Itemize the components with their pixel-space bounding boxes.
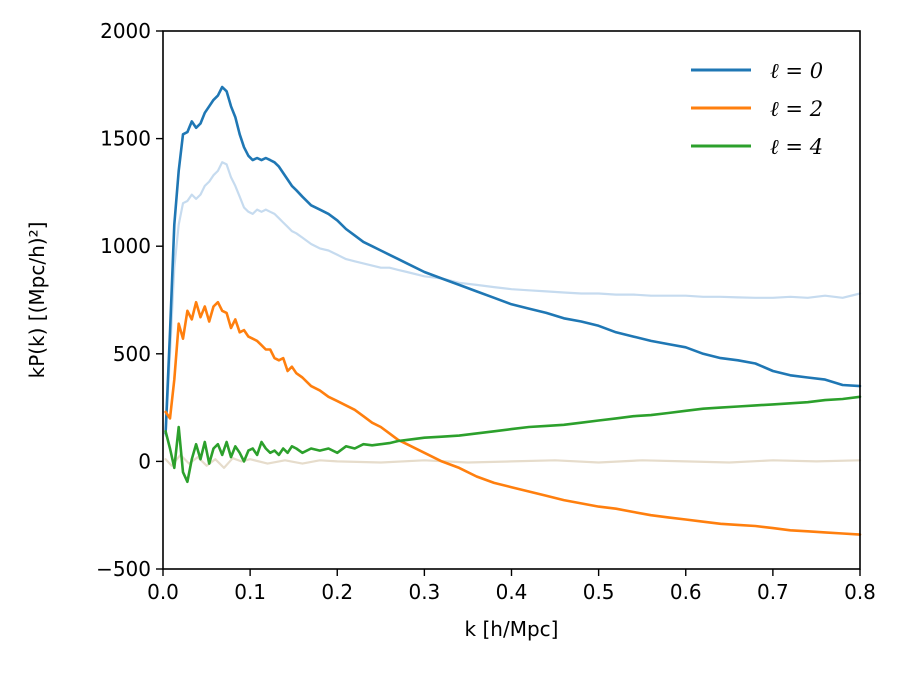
series-line-1: [164, 300, 862, 536]
x-tick-label: 0.1: [234, 580, 266, 604]
x-axis-label: k [h/Mpc]: [465, 617, 559, 641]
y-tick-label: 0: [138, 449, 151, 473]
legend-label: ℓ = 2: [770, 97, 823, 121]
legend: ℓ = 0 ℓ = 2 ℓ = 4: [691, 59, 823, 159]
y-axis-ticks: −500 0 500 1000 1500 2000: [96, 19, 163, 581]
x-axis-ticks: 0.0 0.1 0.2 0.3 0.4 0.5 0.6 0.7 0.8: [147, 569, 876, 604]
x-tick-label: 0.2: [321, 580, 353, 604]
legend-label: ℓ = 0: [770, 59, 823, 83]
series-line-0: [164, 85, 862, 435]
series-layer: [164, 85, 862, 536]
series-line-4: [164, 453, 862, 469]
x-tick-label: 0.7: [757, 580, 789, 604]
x-tick-label: 0.0: [147, 580, 179, 604]
x-tick-label: 0.6: [670, 580, 702, 604]
y-tick-label: 1000: [100, 234, 151, 258]
y-tick-label: −500: [96, 557, 151, 581]
x-tick-label: 0.3: [408, 580, 440, 604]
y-axis-label: kP(k) [(Mpc/h)²]: [25, 222, 49, 379]
y-tick-label: 1500: [100, 127, 151, 151]
y-tick-label: 500: [113, 342, 151, 366]
series-line-2: [164, 395, 862, 484]
y-tick-label: 2000: [100, 19, 151, 43]
x-tick-label: 0.5: [583, 580, 615, 604]
x-tick-label: 0.4: [496, 580, 528, 604]
x-tick-label: 0.8: [844, 580, 876, 604]
series-line-3: [164, 161, 862, 437]
legend-label: ℓ = 4: [770, 135, 823, 159]
